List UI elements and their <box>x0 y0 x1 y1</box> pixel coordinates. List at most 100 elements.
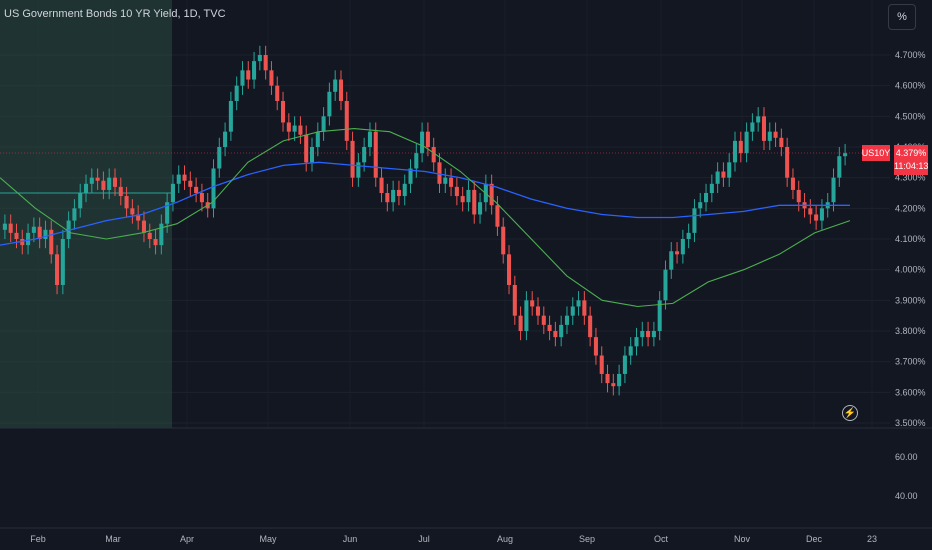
candle-body <box>553 331 558 338</box>
highlight-range <box>0 0 172 428</box>
candle-body <box>373 131 378 178</box>
candle-body <box>640 331 645 338</box>
moving-average-fast <box>0 161 850 246</box>
candle-body <box>564 315 569 325</box>
time-tick-label: Dec <box>806 534 823 544</box>
candle-body <box>141 220 146 233</box>
candle-body <box>234 85 239 101</box>
candle-body <box>60 239 65 285</box>
candle-body <box>176 174 181 184</box>
candle-body <box>14 232 19 239</box>
candle-body <box>246 70 251 80</box>
candle-body <box>2 223 7 230</box>
candle-body <box>228 101 233 132</box>
candle-body <box>26 232 31 246</box>
indicator-tick-label: 40.00 <box>895 491 918 501</box>
candle-body <box>136 214 141 221</box>
candle-body <box>628 346 633 356</box>
candle-body <box>808 208 813 215</box>
candle-body <box>402 183 407 197</box>
candle-body <box>118 186 123 197</box>
candle-body <box>692 208 697 233</box>
candle-body <box>327 91 332 117</box>
candle-body <box>72 208 77 221</box>
candle-body <box>773 131 778 138</box>
candle-body <box>611 383 616 387</box>
time-tick-label: Apr <box>180 534 194 544</box>
time-tick-label: May <box>259 534 277 544</box>
price-tick-label: 3.700% <box>895 357 926 367</box>
candle-body <box>396 189 401 197</box>
candle-body <box>379 177 384 193</box>
candle-body <box>541 315 546 325</box>
candle-body <box>159 223 164 246</box>
candle-body <box>211 168 216 209</box>
candle-body <box>89 177 94 184</box>
candle-body <box>199 193 204 203</box>
candle-body <box>460 196 465 203</box>
time-tick-label: Nov <box>734 534 751 544</box>
candle-body <box>686 232 691 239</box>
candle-body <box>709 183 714 193</box>
price-tick-label: 3.600% <box>895 387 926 397</box>
candle-body <box>286 122 291 132</box>
candle-body <box>315 131 320 147</box>
candle-body <box>414 153 419 169</box>
candle-body <box>704 193 709 203</box>
candle-body <box>338 79 344 101</box>
candle-body <box>8 223 13 233</box>
lightning-icon[interactable]: ⚡ <box>842 405 858 421</box>
candle-body <box>750 122 755 132</box>
candle-body <box>130 208 135 215</box>
candle-body <box>617 373 622 387</box>
candle-body <box>31 226 36 233</box>
candle-body <box>535 306 541 316</box>
candle-body <box>217 147 222 169</box>
candle-body <box>651 331 656 338</box>
candle-body <box>472 189 477 215</box>
candle-body <box>257 55 262 62</box>
candle-body <box>356 162 361 178</box>
candle-body <box>669 251 674 270</box>
candle-body <box>321 116 326 132</box>
candle-body <box>188 180 193 187</box>
candle-body <box>194 186 199 193</box>
candle-body <box>309 147 315 163</box>
candle-body <box>698 202 703 209</box>
candle-body <box>518 315 523 331</box>
candle-body <box>559 324 564 338</box>
scale-percent-button[interactable]: % <box>888 4 916 30</box>
candle-body <box>599 355 604 374</box>
candle-body <box>112 177 118 187</box>
candle-body <box>837 156 842 178</box>
candle-body <box>495 205 500 227</box>
indicator-tick-label: 60.00 <box>895 452 918 462</box>
candle-body <box>831 177 836 203</box>
candle-body <box>570 306 575 316</box>
candle-body <box>55 254 60 285</box>
time-tick-label: Jul <box>418 534 430 544</box>
candle-body <box>304 134 309 163</box>
candle-body <box>147 232 152 239</box>
candle-body <box>454 186 459 197</box>
time-tick-label: Jun <box>343 534 358 544</box>
candle-body <box>605 373 610 384</box>
candle-body <box>37 226 42 239</box>
candle-body <box>95 177 100 181</box>
candle-body <box>165 202 170 224</box>
candle-body <box>727 162 732 178</box>
price-tick-label: 4.100% <box>895 234 926 244</box>
price-tick-label: 4.500% <box>895 111 926 121</box>
candle-body <box>269 70 274 86</box>
candle-body <box>350 140 355 178</box>
price-tick-label: 3.900% <box>895 295 926 305</box>
price-axis: 4.700%4.600%4.500%4.400%4.300%4.200%4.10… <box>895 50 926 428</box>
candle-body <box>582 300 587 316</box>
time-tick-label: 23 <box>867 534 877 544</box>
candle-body <box>43 229 48 239</box>
candle-body <box>593 337 598 356</box>
candle-body <box>344 101 349 141</box>
candle-body <box>478 202 483 215</box>
candle-body <box>819 208 824 221</box>
